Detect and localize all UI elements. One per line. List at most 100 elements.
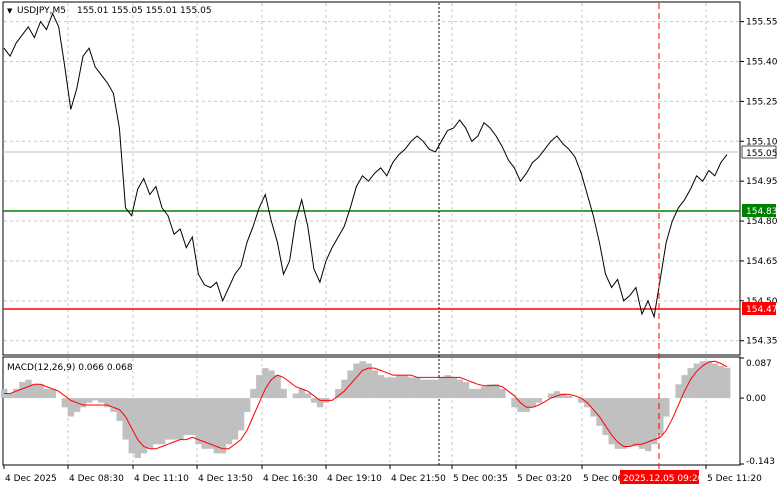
macd-histogram-bar <box>280 388 287 399</box>
macd-histogram-bar <box>480 386 488 399</box>
macd-histogram-bar <box>675 384 682 399</box>
macd-histogram-bar <box>262 368 269 399</box>
macd-histogram-bar <box>61 398 69 408</box>
macd-histogram-bar <box>244 398 251 412</box>
macd-histogram-bar <box>408 377 415 399</box>
price-line <box>3 12 728 319</box>
macd-histogram-bar <box>553 391 561 399</box>
macd-histogram-bar <box>195 398 202 445</box>
macd-histogram-bar <box>19 382 26 399</box>
macd-histogram-bar <box>389 377 397 399</box>
price-tick-label: 155.10 <box>746 137 778 147</box>
price-panel[interactable] <box>2 1 741 356</box>
time-tick-label: 4 Dec 16:30 <box>263 474 318 484</box>
red-level-box <box>742 302 776 315</box>
macd-histogram-bar <box>353 363 360 399</box>
macd-histogram-bar <box>298 388 306 399</box>
macd-histogram-bar <box>523 398 530 412</box>
price-tick-label: 154.50 <box>746 297 778 307</box>
macd-histogram-bar <box>146 398 154 449</box>
macd-histogram-bar <box>450 377 457 399</box>
macd-histogram-bar <box>365 363 372 399</box>
macd-histogram-bar <box>638 398 646 449</box>
macd-histogram-bar <box>559 393 567 399</box>
macd-histogram-bar <box>651 398 658 445</box>
macd-histogram-bar <box>158 398 166 445</box>
macd-histogram-bar <box>474 388 482 399</box>
macd-histogram-bar <box>657 398 664 435</box>
macd-histogram-bar <box>207 398 214 449</box>
macd-histogram-bar <box>183 398 190 435</box>
macd-histogram-bar <box>529 398 536 408</box>
macd-histogram-bar <box>98 398 105 403</box>
time-axis: 4 Dec 2025 4 Dec 08:30 4 Dec 11:10 4 Dec 13… <box>3 465 762 484</box>
macd-histogram-bar <box>620 398 628 449</box>
macd-histogram-bar <box>711 363 719 399</box>
current-price-label: 155.05 <box>746 149 778 159</box>
macd-histogram-bar <box>414 377 421 399</box>
macd-histogram-bar <box>663 398 670 417</box>
macd-histogram-bar <box>626 398 634 447</box>
macd-histogram-bar <box>468 388 476 399</box>
macd-tick-label: 0.00 <box>746 394 766 404</box>
macd-signal-line <box>4 360 728 450</box>
price-tick-label: 155.55 <box>746 18 778 28</box>
macd-histogram-bar <box>432 379 439 399</box>
macd-histogram-bar <box>438 377 445 399</box>
price-tick-label: 154.95 <box>746 177 778 187</box>
macd-histogram-bar <box>213 398 220 454</box>
macd-histogram-bar <box>37 384 44 399</box>
macd-histogram-bar <box>67 398 75 417</box>
macd-histogram-bar <box>292 393 299 399</box>
macd-histogram-bar <box>602 398 609 435</box>
macd-histogram-bar <box>165 398 172 440</box>
ohlc-label: 155.01 155.05 155.01 155.05 <box>77 6 212 16</box>
macd-histogram-bar <box>310 398 318 403</box>
symbol-dropdown-icon[interactable]: ▼ <box>7 7 13 15</box>
macd-histogram-bar <box>517 398 524 412</box>
macd-histogram-bar <box>250 388 257 399</box>
macd-histogram <box>1 361 731 458</box>
macd-axis: 0.087 0.00 -0.143 <box>740 357 775 467</box>
green-level-box <box>742 204 776 217</box>
macd-histogram-bar <box>699 361 707 399</box>
time-tick-label: 5 Dec 06: <box>583 474 626 484</box>
price-axis[interactable]: 155.55155.40155.25155.10154.95154.80154.… <box>740 18 778 347</box>
price-tick-label: 155.25 <box>746 97 778 107</box>
macd-histogram-bar <box>13 388 20 399</box>
macd-histogram-bar <box>110 398 117 412</box>
macd-histogram-bar <box>274 375 281 399</box>
macd-histogram-bar <box>79 398 87 408</box>
macd-histogram-bar <box>128 398 135 454</box>
macd-histogram-bar <box>456 379 463 399</box>
macd-histogram-bar <box>566 395 573 399</box>
macd-histogram-bar <box>237 398 245 431</box>
macd-histogram-bar <box>578 398 585 403</box>
macd-histogram-bar <box>359 361 366 399</box>
time-tick-label: 5 Dec 11:20 <box>707 474 762 484</box>
macd-histogram-bar <box>493 384 500 399</box>
macd-histogram-bar <box>7 393 14 399</box>
macd-histogram-bar <box>49 388 56 399</box>
macd-histogram-bar <box>645 398 652 452</box>
current-price-box <box>741 145 777 159</box>
macd-histogram-bar <box>31 384 38 399</box>
macd-histogram-bar <box>140 398 148 454</box>
time-tick-label: 4 Dec 11:10 <box>134 474 189 484</box>
macd-histogram-bar <box>25 379 32 399</box>
macd-histogram-bar <box>341 379 348 399</box>
red-level-label: 154.47 <box>746 305 778 315</box>
time-tick-label: 4 Dec 13:50 <box>198 474 253 484</box>
macd-histogram-bar <box>383 377 391 399</box>
macd-histogram-bar <box>724 367 731 399</box>
macd-histogram-bar <box>499 388 506 399</box>
macd-histogram-bar <box>177 398 184 440</box>
macd-histogram-bar <box>304 393 312 399</box>
time-tick-label: 4 Dec 2025 <box>5 474 57 484</box>
macd-histogram-bar <box>43 388 50 399</box>
macd-histogram-bar <box>596 398 603 426</box>
macd-histogram-bar <box>171 398 178 440</box>
symbol-label: USDJPY,M5 <box>17 6 66 16</box>
time-tick-label: 4 Dec 21:50 <box>391 474 446 484</box>
